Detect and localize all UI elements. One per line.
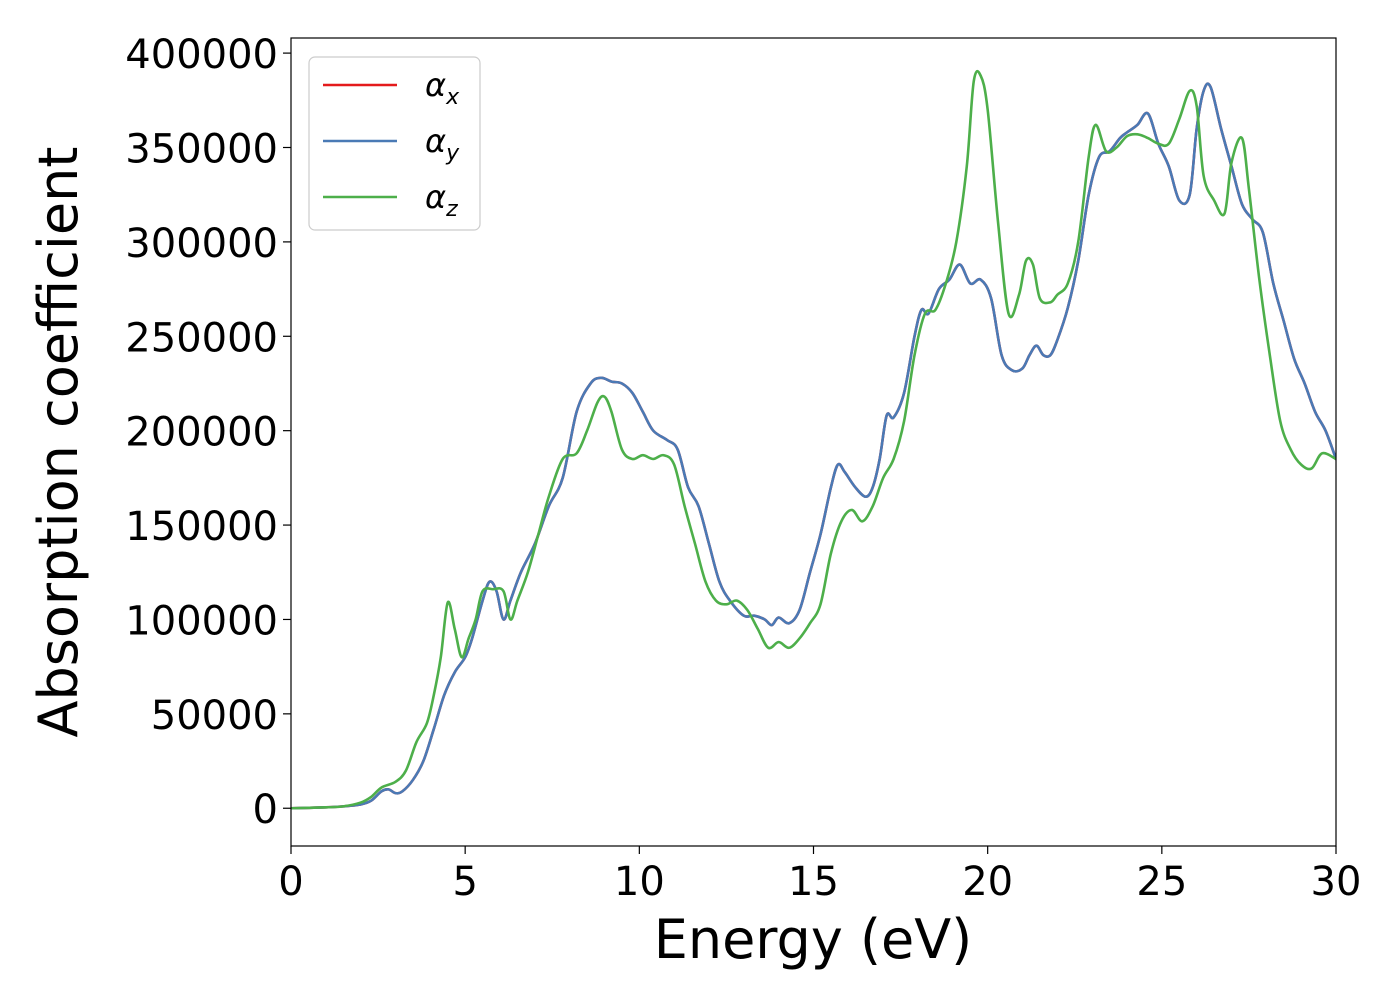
legend-label-alpha-x: αx xyxy=(425,66,460,110)
y-tick-label: 50000 xyxy=(151,693,278,739)
legend-box xyxy=(308,56,481,231)
y-tick-label: 100000 xyxy=(125,598,278,644)
y-tick-label: 350000 xyxy=(125,126,278,172)
legend-subscript: z xyxy=(445,197,458,222)
series-layer xyxy=(291,69,1336,810)
y-tick-label: 300000 xyxy=(125,221,278,267)
x-tick-label: 0 xyxy=(278,859,303,905)
y-tick-label: 400000 xyxy=(125,32,278,78)
series-line-alpha-z xyxy=(291,69,1336,810)
x-tick-label: 15 xyxy=(788,859,839,905)
x-tick-label: 20 xyxy=(962,859,1013,905)
x-axis: 0 5 10 15 20 25 30 xyxy=(278,846,1361,905)
legend-symbol: α xyxy=(425,66,446,104)
legend-label-alpha-z: αz xyxy=(425,178,458,222)
x-tick-label: 5 xyxy=(452,859,477,905)
x-axis-title: Energy (eV) xyxy=(654,908,973,971)
y-tick-label: 0 xyxy=(253,787,278,833)
legend-symbol: α xyxy=(425,122,446,160)
y-axis: 0 50000 100000 150000 200000 250000 300000 3500… xyxy=(125,32,291,833)
x-tick-label: 10 xyxy=(614,859,665,905)
x-tick-label: 30 xyxy=(1311,859,1362,905)
series-line-alpha-y xyxy=(291,82,1336,810)
legend-subscript: y xyxy=(445,141,460,166)
y-tick-label: 200000 xyxy=(125,410,278,456)
y-tick-label: 250000 xyxy=(125,315,278,361)
legend-label-alpha-y: αy xyxy=(425,122,460,166)
y-tick-label: 150000 xyxy=(125,504,278,550)
y-axis-title: Absorption coefficient xyxy=(27,147,90,738)
legend-subscript: x xyxy=(445,85,460,110)
x-tick-label: 25 xyxy=(1136,859,1187,905)
legend-symbol: α xyxy=(425,178,446,216)
